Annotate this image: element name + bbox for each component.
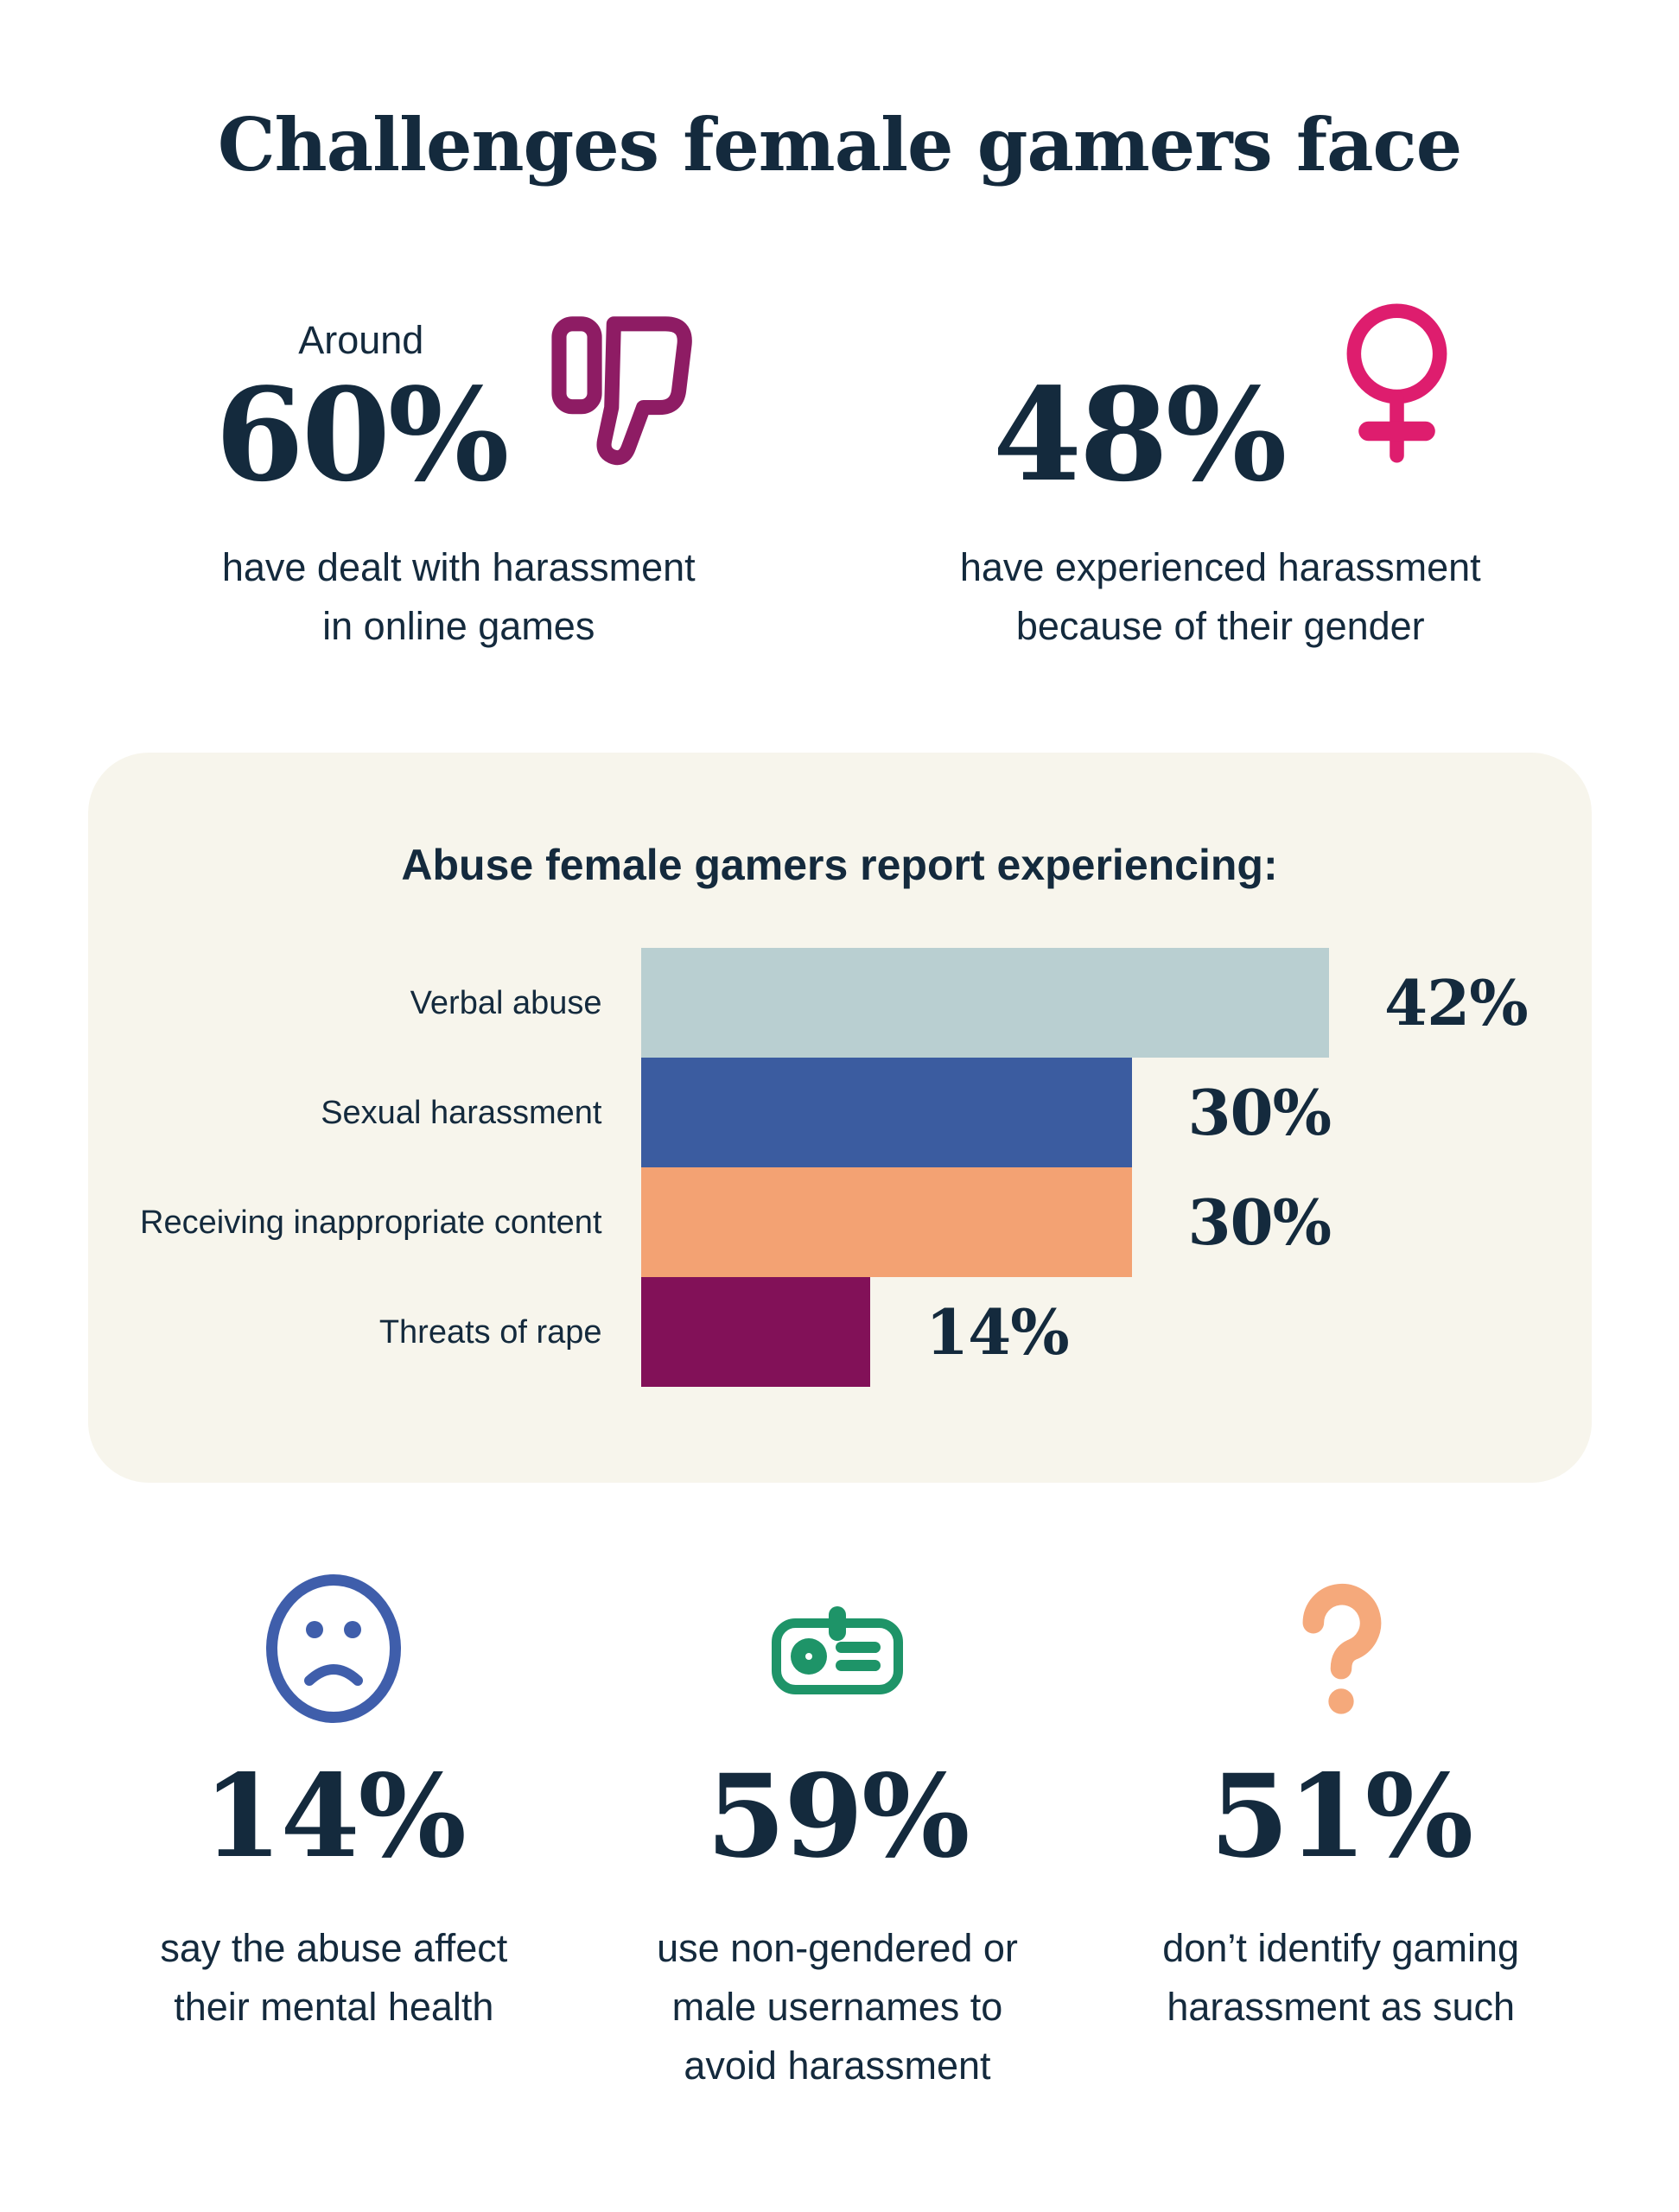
stat-caption: don’t identify gaming harassment as such (1162, 1919, 1519, 2037)
stat-number-wrap: 48% (992, 317, 1288, 511)
stat-identify-harassment: 51% don’t identify gaming harassment as … (1089, 1573, 1593, 2095)
stat-number-wrap: Around 60% (214, 317, 510, 511)
abuse-chart-panel: Abuse female gamers report experiencing:… (87, 753, 1592, 1484)
bottom-stats-row: 14% say the abuse affect their mental he… (0, 1573, 1679, 2095)
caption-line: have experienced harassment (959, 545, 1481, 590)
bar-value-label: 30% (1187, 1076, 1332, 1150)
thumbs-down-icon (550, 316, 692, 466)
stat-mental-health: 14% say the abuse affect their mental he… (82, 1573, 586, 2095)
bar-row: Threats of rape 14% (88, 1277, 1592, 1388)
bar-track: 42% (640, 948, 1592, 1058)
bar (640, 1058, 1133, 1168)
stat-value-59: 59% (706, 1750, 970, 1885)
stat-main-60: Around 60% (214, 316, 703, 511)
stat-caption: have dealt with harassment in online gam… (222, 538, 696, 656)
caption-line: say the abuse affect (160, 1926, 508, 1971)
caption-line: don’t identify gaming (1162, 1926, 1520, 1971)
stat-caption: have experienced harassment because of t… (960, 538, 1481, 656)
female-symbol-icon (1346, 303, 1447, 463)
stat-value-51: 51% (1210, 1750, 1473, 1885)
id-badge-icon (771, 1605, 903, 1694)
bar-value-label: 42% (1384, 966, 1529, 1040)
bar-row: Receiving inappropriate content 30% (88, 1167, 1592, 1278)
bar (640, 948, 1330, 1058)
bar-value-label: 14% (925, 1295, 1070, 1370)
stat-harassment-online: Around 60% have dealt with harassment in… (78, 316, 840, 656)
caption-line: their mental health (174, 1985, 494, 2030)
bar-chart: Verbal abuse 42% Sexual harassment 30% Recei… (88, 948, 1592, 1388)
bar-track: 30% (640, 1058, 1592, 1168)
icon-box (266, 1573, 402, 1724)
chart-title: Abuse female gamers report experiencing: (401, 841, 1278, 890)
icon-box (771, 1573, 903, 1724)
bar-category-label: Receiving inappropriate content (140, 1204, 602, 1241)
stat-caption: use non-gendered or male usernames to av… (657, 1919, 1018, 2095)
stat-value-48: 48% (992, 359, 1288, 511)
bar-row: Sexual harassment 30% (88, 1058, 1592, 1168)
stat-harassment-gender: 48% have experienced harassment because … (840, 303, 1602, 656)
bar-track: 14% (640, 1277, 1592, 1388)
bar-value-label: 30% (1187, 1185, 1332, 1260)
top-stats-row: Around 60% have dealt with harassment in… (0, 303, 1679, 656)
caption-line: male usernames to (671, 1985, 1003, 2030)
stat-prefix: Around (298, 318, 424, 363)
stat-usernames: 59% use non-gendered or male usernames t… (586, 1573, 1090, 2095)
bar (640, 1167, 1133, 1278)
caption-line: have dealt with harassment (221, 545, 696, 590)
caption-line: use non-gendered or (657, 1926, 1018, 1971)
stat-value-14: 14% (202, 1750, 467, 1885)
caption-line: because of their gender (1015, 604, 1425, 649)
sad-face-icon (266, 1573, 402, 1723)
bar-category-label: Verbal abuse (410, 984, 602, 1021)
bar-category-label: Threats of rape (378, 1313, 602, 1351)
bar-track: 30% (640, 1167, 1592, 1278)
page-title: Challenges female gamers face (217, 102, 1462, 188)
caption-line: avoid harassment (684, 2044, 991, 2088)
bar-category-label: Sexual harassment (321, 1094, 602, 1131)
stat-caption: say the abuse affect their mental health (160, 1919, 507, 2037)
stat-value-60: 60% (214, 359, 510, 511)
bar (640, 1277, 871, 1388)
question-mark-icon (1302, 1584, 1381, 1714)
icon-box (1296, 1573, 1386, 1724)
caption-line: in online games (322, 604, 595, 649)
stat-main-48: 48% (992, 303, 1448, 511)
bar-row: Verbal abuse 42% (88, 948, 1592, 1058)
caption-line: harassment as such (1167, 1985, 1516, 2030)
